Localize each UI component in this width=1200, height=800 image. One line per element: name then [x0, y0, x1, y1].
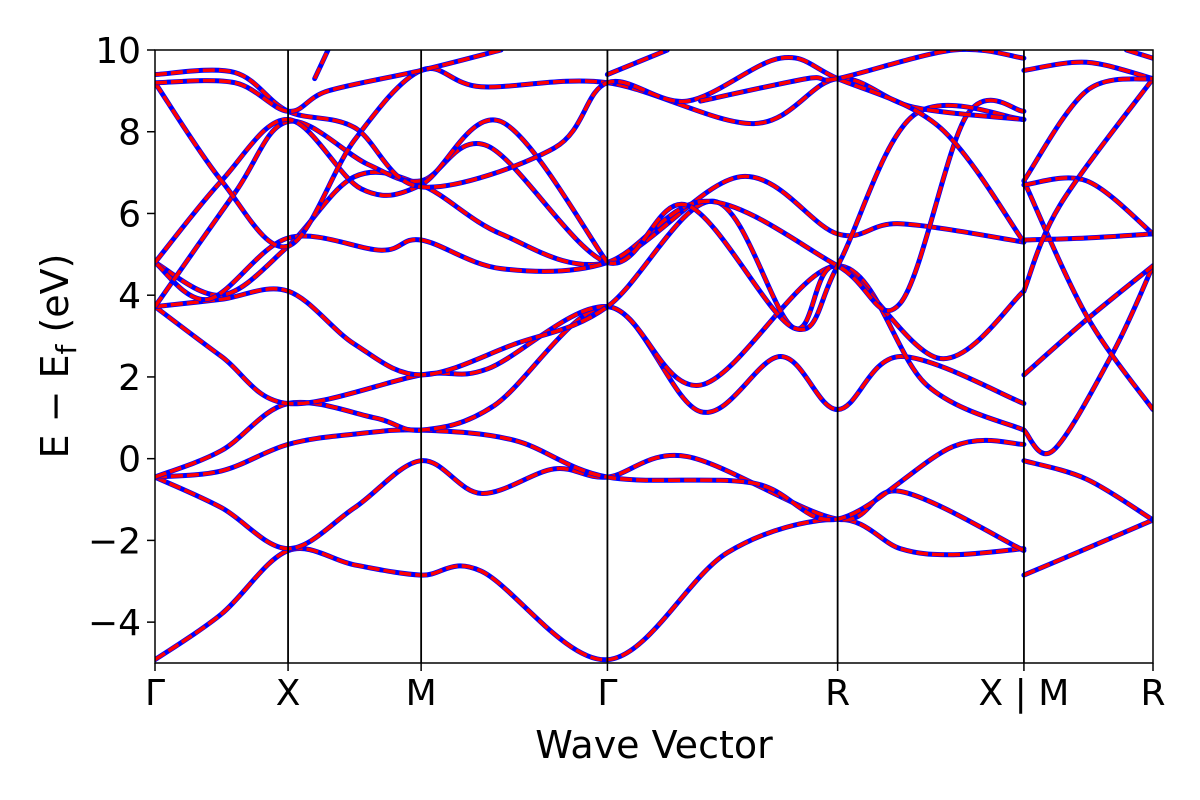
band-line-red-16: [1023, 518, 1153, 577]
band-line-red-12: [155, 50, 502, 114]
y-tick-label: 4: [118, 276, 141, 317]
x-tick-label: Γ: [145, 673, 165, 714]
y-tick-label: 0: [118, 440, 141, 481]
band-line-red-21: [1023, 176, 1153, 236]
band-line-red-14: [606, 50, 668, 77]
band-lines: [155, 50, 1153, 663]
y-axis-ticks: −4 −2 0 2 4 6 8 10: [88, 31, 155, 644]
plot-frame: [154, 49, 1154, 664]
band-line-red-10: [155, 66, 1025, 249]
x-axis-title: Wave Vector: [535, 723, 773, 767]
band-line-red-6: [155, 170, 1025, 297]
y-tick-label: 6: [118, 194, 141, 235]
y-axis-title-unit: (eV): [33, 254, 77, 345]
y-tick-label: 10: [95, 31, 141, 72]
y-tick-label: −2: [88, 521, 141, 562]
band-line-red-0: [155, 517, 1025, 662]
x-tick-label: Γ: [597, 673, 617, 714]
band-line-red-23: [1022, 77, 1153, 292]
x-tick-label: X | M: [979, 673, 1070, 714]
high-symmetry-lines: [287, 50, 1025, 663]
x-tick-label: R: [825, 673, 850, 714]
y-tick-label: 2: [118, 358, 141, 399]
band-line-red-22: [1023, 232, 1153, 242]
y-axis-title: E − Ef (eV): [33, 254, 83, 459]
band-line-red-13: [313, 50, 330, 80]
band-line-red-2: [155, 428, 1024, 522]
x-axis-ticks: Γ X M Γ R X | M R: [145, 663, 1166, 714]
x-tick-label: M: [406, 673, 437, 714]
y-tick-label: −4: [88, 603, 141, 644]
x-tick-label: X: [276, 673, 301, 714]
band-line-red-17: [1023, 459, 1153, 522]
band-line-red-18: [1022, 265, 1153, 456]
y-tick-label: 8: [118, 113, 141, 154]
y-axis-title-main: E − E: [33, 354, 77, 458]
band-line-red-20: [1022, 180, 1153, 411]
y-axis-title-subscript: f: [50, 343, 83, 354]
x-tick-label: R: [1140, 673, 1165, 714]
band-line-red-24: [1023, 60, 1153, 81]
band-line-red-25: [1022, 76, 1153, 182]
